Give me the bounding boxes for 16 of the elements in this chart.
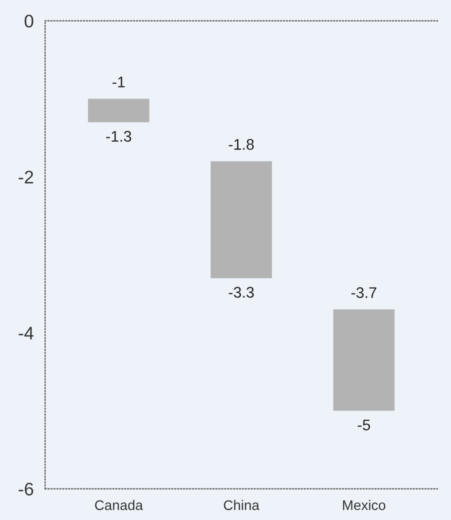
- annotation: -5: [358, 420, 370, 430]
- annotation: -3.7: [351, 287, 376, 298]
- y-tick-label: -2: [18, 170, 34, 184]
- x-tick-label: Canada: [95, 500, 143, 510]
- annotation: -1: [112, 76, 125, 88]
- annotation: -1.3: [106, 130, 132, 142]
- annotation: -1.8: [228, 139, 254, 150]
- x-tick-label: China: [224, 500, 260, 510]
- x-tick-label: Mexico: [343, 500, 386, 510]
- bar: [210, 161, 272, 278]
- y-tick-label: 0: [24, 14, 34, 28]
- annotation: -3.3: [228, 286, 254, 298]
- y-tick-label: -4: [18, 326, 34, 340]
- bar: [333, 309, 395, 411]
- y-tick-label: -6: [18, 482, 34, 496]
- bar: [88, 98, 150, 122]
